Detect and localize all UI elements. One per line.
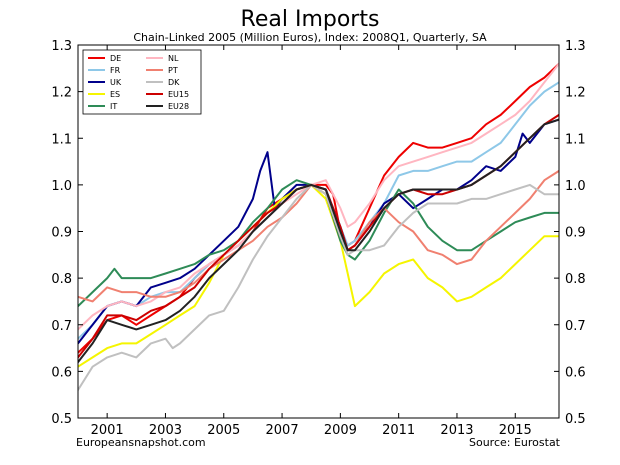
y-tick-label-left: 0.8	[51, 272, 72, 287]
y-tick-label-right: 0.8	[565, 272, 586, 287]
series-line-fr	[78, 81, 559, 340]
legend-label-dk: DK	[168, 78, 180, 87]
legend-label-eu28: EU28	[168, 102, 189, 111]
series-line-es	[78, 183, 559, 368]
y-tick-label-right: 1.2	[565, 86, 586, 101]
y-tick-label-right: 0.6	[565, 365, 586, 380]
chart-title: Real Imports	[241, 7, 380, 32]
legend: DE FR UK ES IT NL PT DK EU15 EU28	[82, 49, 202, 115]
series-line-eu28	[78, 118, 559, 364]
y-tick-label-left: 1.0	[51, 179, 72, 194]
series-line-dk	[78, 183, 559, 391]
x-tick-label: 2015	[499, 423, 532, 438]
y-tick-label-left: 0.9	[51, 226, 72, 241]
legend-label-uk: UK	[110, 78, 122, 87]
y-tick-label-right: 1.3	[565, 39, 586, 54]
x-tick-label: 2003	[149, 423, 182, 438]
y-tick-label-left: 1.2	[51, 86, 72, 101]
y-tick-label-right: 0.9	[565, 226, 586, 241]
series-layer	[78, 62, 559, 391]
legend-label-de: DE	[110, 54, 121, 63]
y-tick-label-right: 0.7	[565, 319, 586, 334]
legend-label-nl: NL	[168, 54, 179, 63]
x-tick-label: 2011	[382, 423, 415, 438]
y-tick-label-left: 1.3	[51, 39, 72, 54]
series-line-nl	[78, 62, 559, 331]
legend-label-eu15: EU15	[168, 90, 189, 99]
y-tick-label-left: 1.1	[51, 132, 72, 147]
y-axis-left: 0.5 0.6 0.7 0.8 0.9 1.0 1.1 1.2 1.3	[51, 39, 83, 427]
footer-left: Europeansnapshot.com	[76, 436, 206, 449]
series-line-uk	[78, 118, 559, 345]
y-tick-label-left: 0.6	[51, 365, 72, 380]
y-axis-right: 0.5 0.6 0.7 0.8 0.9 1.0 1.1 1.2 1.3	[554, 39, 586, 427]
x-tick-label: 2005	[207, 423, 240, 438]
chart-subtitle: Chain-Linked 2005 (Million Euros), Index…	[133, 31, 487, 44]
y-tick-label-right: 0.5	[565, 412, 586, 427]
x-tick-label: 2007	[266, 423, 299, 438]
x-tick-label: 2009	[324, 423, 357, 438]
legend-label-it: IT	[110, 102, 117, 111]
legend-label-fr: FR	[110, 66, 121, 75]
legend-label-es: ES	[110, 90, 120, 99]
y-tick-label-right: 1.0	[565, 179, 586, 194]
y-tick-label-right: 1.1	[565, 132, 586, 147]
legend-label-pt: PT	[168, 66, 178, 75]
x-tick-label: 2013	[440, 423, 473, 438]
footer-right: Source: Eurostat	[469, 436, 561, 449]
y-tick-label-left: 0.7	[51, 319, 72, 334]
x-axis: 2001 2003 2005 2007 2009 2011 2013 2015	[91, 45, 532, 438]
x-tick-label: 2001	[91, 423, 124, 438]
y-tick-label-left: 0.5	[51, 412, 72, 427]
